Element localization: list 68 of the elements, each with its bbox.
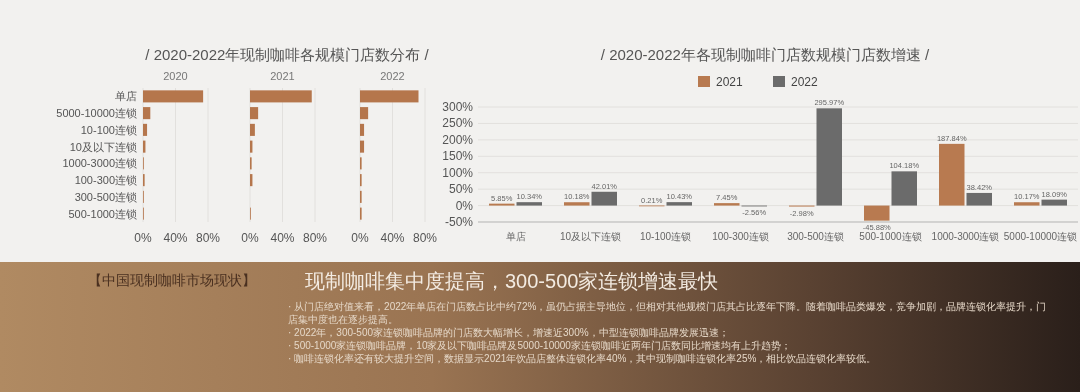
bar xyxy=(891,171,917,206)
y-tick-label: 单店 xyxy=(115,90,137,103)
y-tick-label: -50% xyxy=(444,215,474,229)
x-tick-label: 80% xyxy=(412,231,438,245)
x-tick-label: 80% xyxy=(302,231,328,245)
x-tick-label: 100-300连锁 xyxy=(712,231,769,242)
bar xyxy=(1041,199,1067,206)
bar xyxy=(564,202,590,206)
x-tick-label: 40% xyxy=(380,231,405,245)
y-tick-label: 250% xyxy=(442,116,474,131)
y-tick-label: 10-100连锁 xyxy=(80,123,137,136)
x-tick-label: 40% xyxy=(163,231,188,245)
text: · 咖啡连锁化率还有较大提升空间，数据显示2021年饮品店整体连锁化率40%，其中现制咖啡连锁化率25%，相比饮品连锁化率较低。 xyxy=(288,352,878,365)
x-tick-label: 300-500连锁 xyxy=(787,231,844,242)
bar xyxy=(516,202,542,206)
text: 【中国现制咖啡市场现状】 xyxy=(88,272,256,290)
y-tick-label: 100-300连锁 xyxy=(74,174,137,187)
bar xyxy=(143,107,151,120)
x-tick-label: 10及以下连锁 xyxy=(559,231,622,242)
bar xyxy=(360,123,365,136)
text: 现制咖啡集中度提高，300-500家连锁增速最快 xyxy=(305,269,719,294)
bar xyxy=(360,140,365,153)
y-tick-label: 1000-3000连锁 xyxy=(62,157,137,170)
chart-subtitle: 2020 xyxy=(163,70,188,82)
y-tick-label: 200% xyxy=(442,132,474,147)
bar xyxy=(143,90,204,103)
y-tick-label: 150% xyxy=(442,149,474,164)
bar xyxy=(714,203,740,206)
legend-label: 2022 xyxy=(791,75,819,89)
bar xyxy=(360,90,419,103)
bar xyxy=(1014,202,1040,206)
y-tick-label: 500-1000连锁 xyxy=(68,207,137,220)
x-tick-label: 10-100连锁 xyxy=(639,231,692,242)
bar xyxy=(966,192,992,206)
bar xyxy=(816,108,842,206)
x-tick-label: 0% xyxy=(241,231,259,245)
chart-subtitle: 2021 xyxy=(270,70,295,82)
y-tick-label: 300-500连锁 xyxy=(74,190,137,203)
y-tick-label: 300% xyxy=(442,100,474,114)
text: · 500-1000家连锁咖啡品牌，10家及以下咖啡品牌及5000-10000家连锁咖啡近两年门店数同比增速均有上升趋势； xyxy=(288,339,792,352)
x-tick-label: 40% xyxy=(270,231,295,245)
x-tick-label: 500-1000连锁 xyxy=(859,231,922,242)
text: / 2020-2022年现制咖啡各规模门店数分布 / xyxy=(145,46,430,63)
chart-title: / 2020-2022年各现制咖啡门店数规模门店数增速 / xyxy=(600,46,931,63)
bar xyxy=(666,202,692,206)
y-tick-label: 5000-10000连锁 xyxy=(56,107,137,120)
x-tick-label: 5000-10000连锁 xyxy=(1003,231,1078,242)
x-tick-label: 单店 xyxy=(505,231,526,242)
bar xyxy=(939,143,965,206)
bar xyxy=(143,123,148,136)
bar xyxy=(250,123,255,136)
legend-label: 2021 xyxy=(716,75,744,89)
y-tick-label: 0% xyxy=(455,198,474,213)
x-tick-label: 0% xyxy=(351,231,369,245)
bar xyxy=(591,191,617,206)
x-tick-label: 1000-3000连锁 xyxy=(931,231,1000,242)
chart-subtitle: 2022 xyxy=(380,70,405,82)
bar xyxy=(864,205,890,221)
bar xyxy=(250,107,259,120)
y-tick-label: 100% xyxy=(442,165,474,180)
y-tick-label: 10及以下连锁 xyxy=(69,140,137,153)
x-tick-label: 80% xyxy=(195,231,221,245)
text: · 2022年，300-500家连锁咖啡品牌的门店数大幅增长，增速近300%，中型连锁咖啡品牌发展迅速； xyxy=(288,326,730,339)
x-tick-label: 0% xyxy=(134,231,152,245)
text: · 从门店绝对值来看，2022年单店在门店数占比中约72%，虽仍占据主导地位，但相对其他规模门店其占比逐年下降。随着咖啡品类爆发，竞争加剧，品牌连锁化率提升，门店集中度也在逐步提高。 xyxy=(288,300,1048,326)
bar xyxy=(360,107,369,120)
y-tick-label: 50% xyxy=(448,182,474,197)
bar xyxy=(250,90,312,103)
